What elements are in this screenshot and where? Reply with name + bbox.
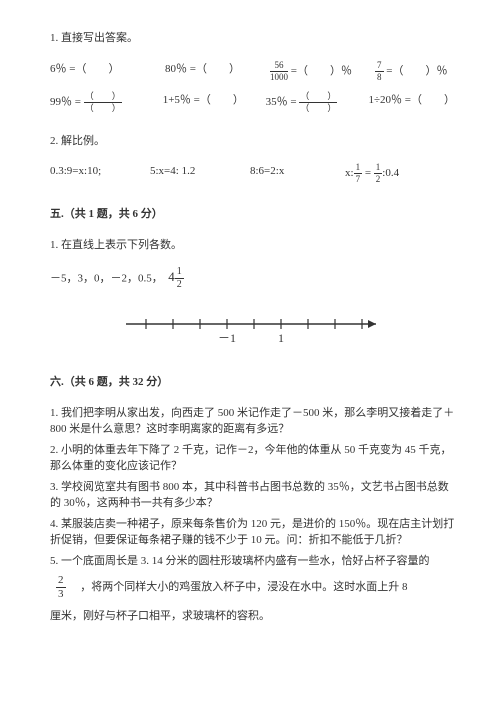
sec5-q: 1. 在直线上表示下列各数。 <box>50 237 455 254</box>
blank-fraction: （ ）（ ） <box>84 92 122 113</box>
sec6-p4: 4. 某服装店卖一种裙子，原来每条售价为 120 元，是进价的 150％。现在店… <box>50 516 455 549</box>
q1-row2: 99％ = （ ）（ ） 1+5％ =（ ） 35％ = （ ）（ ） 1÷20… <box>50 92 455 113</box>
blank-fraction: （ ）（ ） <box>299 92 337 113</box>
q2-row: 0.3:9=x:10; 5:x=4: 1.2 8:6=2:x x:17 = 12… <box>50 163 455 184</box>
q1-r2-d: 1÷20％ =（ ） <box>369 92 456 113</box>
q1-r2-c: 35％ = （ ）（ ） <box>266 92 369 113</box>
sec6-p2: 2. 小明的体重去年下降了 2 千克，记作－2，今年他的体重从 50 千克变为 … <box>50 442 455 475</box>
q1-r1-d: 7 8 =（ ）％ <box>375 61 447 82</box>
fraction-1-7: 17 <box>354 163 363 184</box>
q1-r1-a: 6％ =（ ） <box>50 61 165 82</box>
mixed-number: 412 <box>168 269 184 284</box>
q2-d: x:17 = 12:0.4 <box>345 163 399 184</box>
q1-row1: 6％ =（ ） 80％ =（ ） 56 1000 =（ ）％ 7 8 =（ ）％ <box>50 61 455 82</box>
q1-r2-a: 99％ = （ ）（ ） <box>50 92 163 113</box>
fraction-2-3: 2 3 <box>56 575 66 600</box>
q2-a: 0.3:9=x:10; <box>50 163 150 184</box>
svg-text:－1: －1 <box>217 331 235 345</box>
section5-heading: 五.（共 1 题，共 6 分） <box>50 206 455 223</box>
sec6-p5frac: 2 3 ，将两个同样大小的鸡蛋放入杯子中，浸没在水中。这时水面上升 8 <box>50 575 455 600</box>
q2-c: 8:6=2:x <box>250 163 345 184</box>
fraction-1-2: 12 <box>374 163 383 184</box>
q1-r1-c: 56 1000 =（ ）％ <box>270 61 375 82</box>
fraction-56-1000: 56 1000 <box>270 61 288 82</box>
sec5-numbers: －5，3，0，－2，0.5， 412 <box>50 267 455 290</box>
q2-title: 2. 解比例。 <box>50 133 455 150</box>
fraction-7-8: 7 8 <box>375 61 384 82</box>
q1-r1-b: 80％ =（ ） <box>165 61 270 82</box>
svg-text:1: 1 <box>278 331 284 345</box>
section6-heading: 六.（共 6 题，共 32 分） <box>50 374 455 391</box>
q2-b: 5:x=4: 1.2 <box>150 163 250 184</box>
q1-r2-b: 1+5％ =（ ） <box>163 92 266 113</box>
sec6-p5c: 厘米，刚好与杯子口相平，求玻璃杯的容积。 <box>50 608 455 625</box>
q1-title: 1. 直接写出答案。 <box>50 30 455 47</box>
number-line: －1 1 <box>50 312 455 348</box>
sec6-p1: 1. 我们把李明从家出发，向西走了 500 米记作走了－500 米，那么李明又接… <box>50 405 455 438</box>
sec6-p3: 3. 学校阅览室共有图书 800 本，其中科普书占图书总数的 35％，文艺书占图… <box>50 479 455 512</box>
sec6-p5a: 5. 一个底面周长是 3. 14 分米的圆柱形玻璃杯内盛有一些水，恰好占杯子容量… <box>50 553 455 570</box>
